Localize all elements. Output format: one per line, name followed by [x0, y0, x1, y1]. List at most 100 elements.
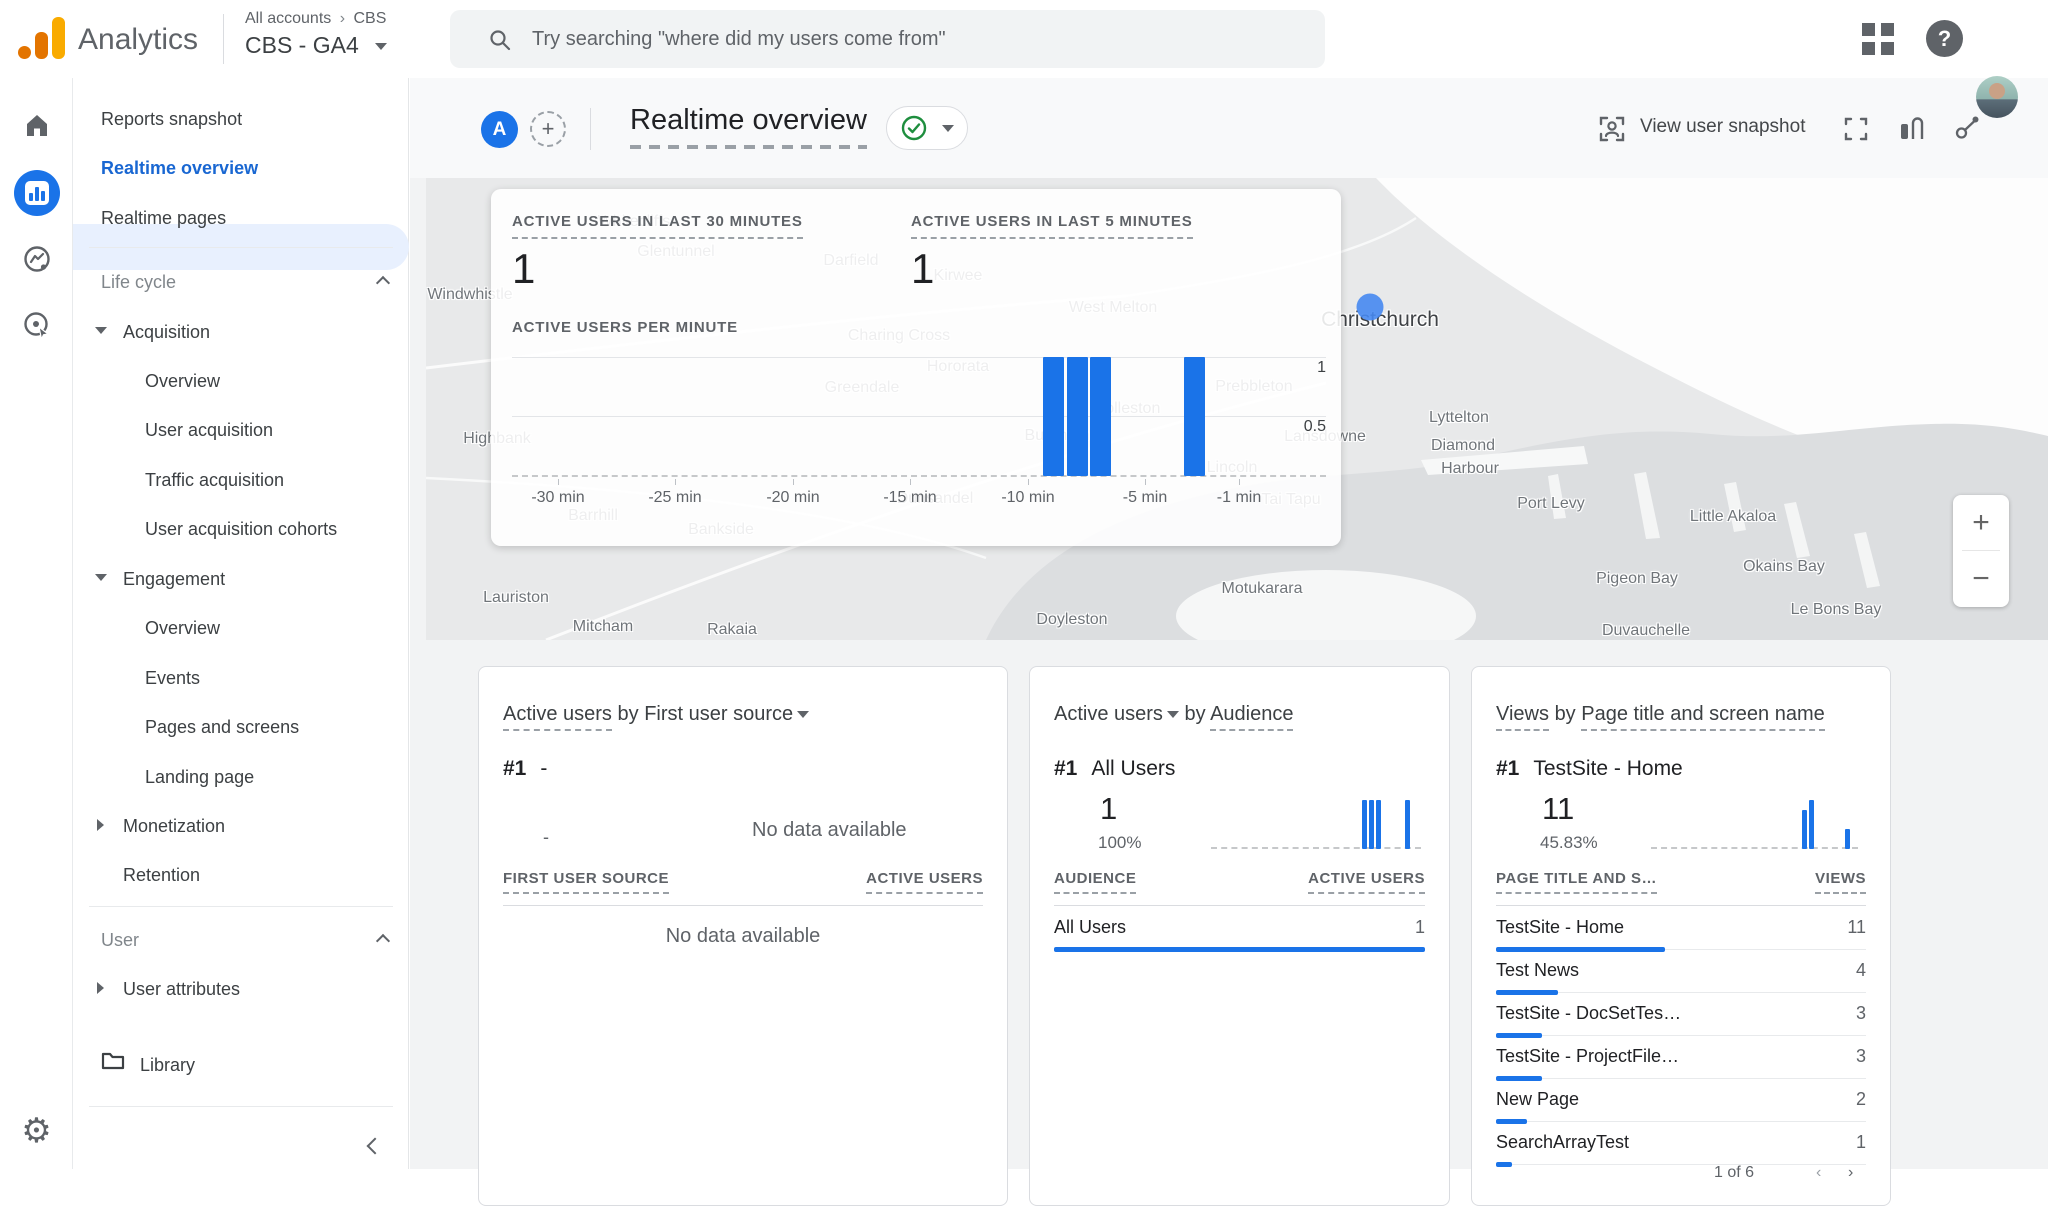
sidebar-item-engagement[interactable]: Engagement: [123, 569, 226, 589]
per-minute-label: ACTIVE USERS PER MINUTE: [512, 319, 738, 336]
metric-selector[interactable]: Active users: [503, 703, 612, 731]
title-connector: by: [1184, 703, 1206, 725]
zoom-out-button[interactable]: −: [1972, 561, 1990, 595]
zoom-divider: [1962, 550, 2000, 551]
column-dimension: PAGE TITLE AND S…: [1496, 870, 1658, 894]
page-title: Realtime overview: [630, 104, 867, 136]
sidebar-item-landing-page[interactable]: Landing page: [145, 767, 255, 787]
add-comparison-icon[interactable]: +: [530, 111, 566, 147]
view-user-snapshot-button[interactable]: View user snapshot: [1640, 116, 1806, 137]
collapse-section-icon[interactable]: [375, 275, 391, 291]
zoom-in-button[interactable]: +: [1972, 505, 1990, 539]
comparison-chip-all-users[interactable]: A: [481, 111, 518, 148]
dimension-selector[interactable]: First user source: [644, 703, 794, 725]
home-icon[interactable]: [0, 97, 73, 153]
admin-gear-icon[interactable]: ⚙: [21, 1112, 52, 1150]
person-snapshot-icon[interactable]: [1598, 115, 1626, 143]
sidebar-item-pages-and-screens[interactable]: Pages and screens: [145, 717, 300, 737]
sidebar-item-acquisition[interactable]: Acquisition: [123, 322, 211, 342]
active-users-5min-label[interactable]: ACTIVE USERS IN LAST 5 MINUTES: [911, 213, 1193, 239]
title-connector: by: [617, 703, 639, 725]
sidebar-item-acquisition-overview[interactable]: Overview: [145, 371, 221, 391]
active-users-30min-label[interactable]: ACTIVE USERS IN LAST 30 MINUTES: [512, 213, 803, 239]
sidebar-item-realtime-overview[interactable]: Realtime overview: [101, 158, 259, 178]
sidebar-item-user-acquisition-cohorts[interactable]: User acquisition cohorts: [145, 519, 338, 539]
table-empty-message: No data available: [665, 925, 821, 947]
expand-caret-icon[interactable]: [95, 574, 107, 581]
chart-bar: [1090, 357, 1112, 476]
table-header-divider: [1054, 905, 1425, 906]
map-label: Pigeon Bay: [1596, 570, 1678, 587]
help-icon[interactable]: ?: [1926, 20, 1963, 57]
share-icon[interactable]: [1955, 114, 1981, 140]
logo-dot: [18, 46, 31, 59]
collapsed-caret-icon[interactable]: [97, 819, 104, 831]
logo-bar-tall: [52, 17, 65, 59]
chart-bar: [1802, 809, 1808, 849]
sidebar-item-user-attributes[interactable]: User attributes: [123, 979, 241, 999]
map-label: Motukarara: [1221, 580, 1303, 597]
map-zoom-control: + −: [1953, 495, 2009, 607]
top-rank-row: #1 All Users: [1054, 757, 1176, 780]
property-caret-icon: [375, 43, 388, 51]
metric-selector[interactable]: Views: [1496, 703, 1549, 731]
table-row: Test News 4: [1496, 950, 1866, 995]
property-selector[interactable]: CBS - GA4: [245, 32, 388, 59]
breadcrumb-chevron-icon: ›: [339, 10, 346, 27]
sidebar-item-library[interactable]: Library: [140, 1055, 196, 1075]
data-quality-pill[interactable]: [886, 106, 968, 150]
top-item-value: 11: [1542, 791, 1575, 826]
chart-bar: [1362, 800, 1368, 849]
table-row: TestSite - ProjectFile… 3: [1496, 1036, 1866, 1081]
x-tick: -20 min: [766, 489, 820, 506]
table-row: New Page 2: [1496, 1079, 1866, 1124]
dimension-selector[interactable]: Audience: [1210, 703, 1294, 731]
sidebar-item-engagement-overview[interactable]: Overview: [145, 618, 221, 638]
explore-icon[interactable]: [0, 231, 73, 287]
map-label: Doyleston: [1036, 611, 1108, 628]
sidebar-item-user-acquisition[interactable]: User acquisition: [145, 420, 274, 440]
sidebar-item-reports-snapshot[interactable]: Reports snapshot: [101, 109, 243, 129]
chart-bar: [1376, 800, 1382, 849]
search-input[interactable]: [532, 10, 1312, 68]
collapsed-caret-icon[interactable]: [97, 982, 104, 994]
next-page-icon[interactable]: ›: [1848, 1164, 1854, 1181]
collapse-sidebar-icon[interactable]: [366, 1137, 384, 1155]
dropdown-caret-icon: [797, 711, 810, 719]
x-tick: -25 min: [648, 489, 702, 506]
apps-grid-icon[interactable]: [1862, 23, 1894, 55]
top-rank-row: #1 TestSite - Home: [1496, 757, 1683, 780]
x-tick: -30 min: [531, 489, 585, 506]
sidebar-item-events[interactable]: Events: [145, 668, 201, 688]
map-label: Port Levy: [1517, 495, 1585, 512]
collapse-section-icon[interactable]: [375, 933, 391, 949]
dimension-selector[interactable]: Page title and screen name: [1581, 703, 1825, 731]
map-label: Le Bons Bay: [1790, 601, 1882, 618]
sidebar-item-monetization[interactable]: Monetization: [123, 816, 226, 836]
reports-icon[interactable]: [0, 165, 73, 221]
compare-icon[interactable]: [1899, 114, 1925, 142]
map-label: Lyttelton: [1429, 409, 1489, 426]
analytics-logo-icon[interactable]: [18, 17, 65, 59]
top-item-percent: 100%: [1098, 833, 1142, 852]
advertising-icon[interactable]: [0, 297, 73, 353]
breadcrumb-current[interactable]: CBS: [353, 10, 387, 27]
column-metric: VIEWS: [1815, 870, 1866, 894]
title-connector: by: [1554, 703, 1576, 725]
sidebar-item-realtime-pages[interactable]: Realtime pages: [101, 208, 227, 228]
sidebar-item-retention[interactable]: Retention: [123, 865, 201, 885]
breadcrumb-account[interactable]: All accounts: [245, 10, 332, 27]
chart-bar: [1043, 357, 1065, 476]
fullscreen-icon[interactable]: [1843, 116, 1869, 142]
global-search[interactable]: [450, 10, 1325, 68]
breadcrumb[interactable]: All accounts › CBS: [245, 10, 386, 28]
page-indicator: 1 of 6: [1714, 1164, 1755, 1181]
table-header: AUDIENCE ACTIVE USERS: [1054, 870, 1425, 894]
prev-page-icon[interactable]: ‹: [1816, 1164, 1822, 1181]
metric-selector[interactable]: Active users: [1054, 703, 1163, 725]
sidebar-item-traffic-acquisition[interactable]: Traffic acquisition: [145, 470, 285, 490]
active-users-5min-value: 1: [911, 245, 935, 292]
expand-caret-icon[interactable]: [95, 327, 107, 334]
table-rows: TestSite - Home 11 Test News 4 TestSite - …: [1496, 907, 1866, 1167]
avatar[interactable]: [1976, 76, 2018, 118]
